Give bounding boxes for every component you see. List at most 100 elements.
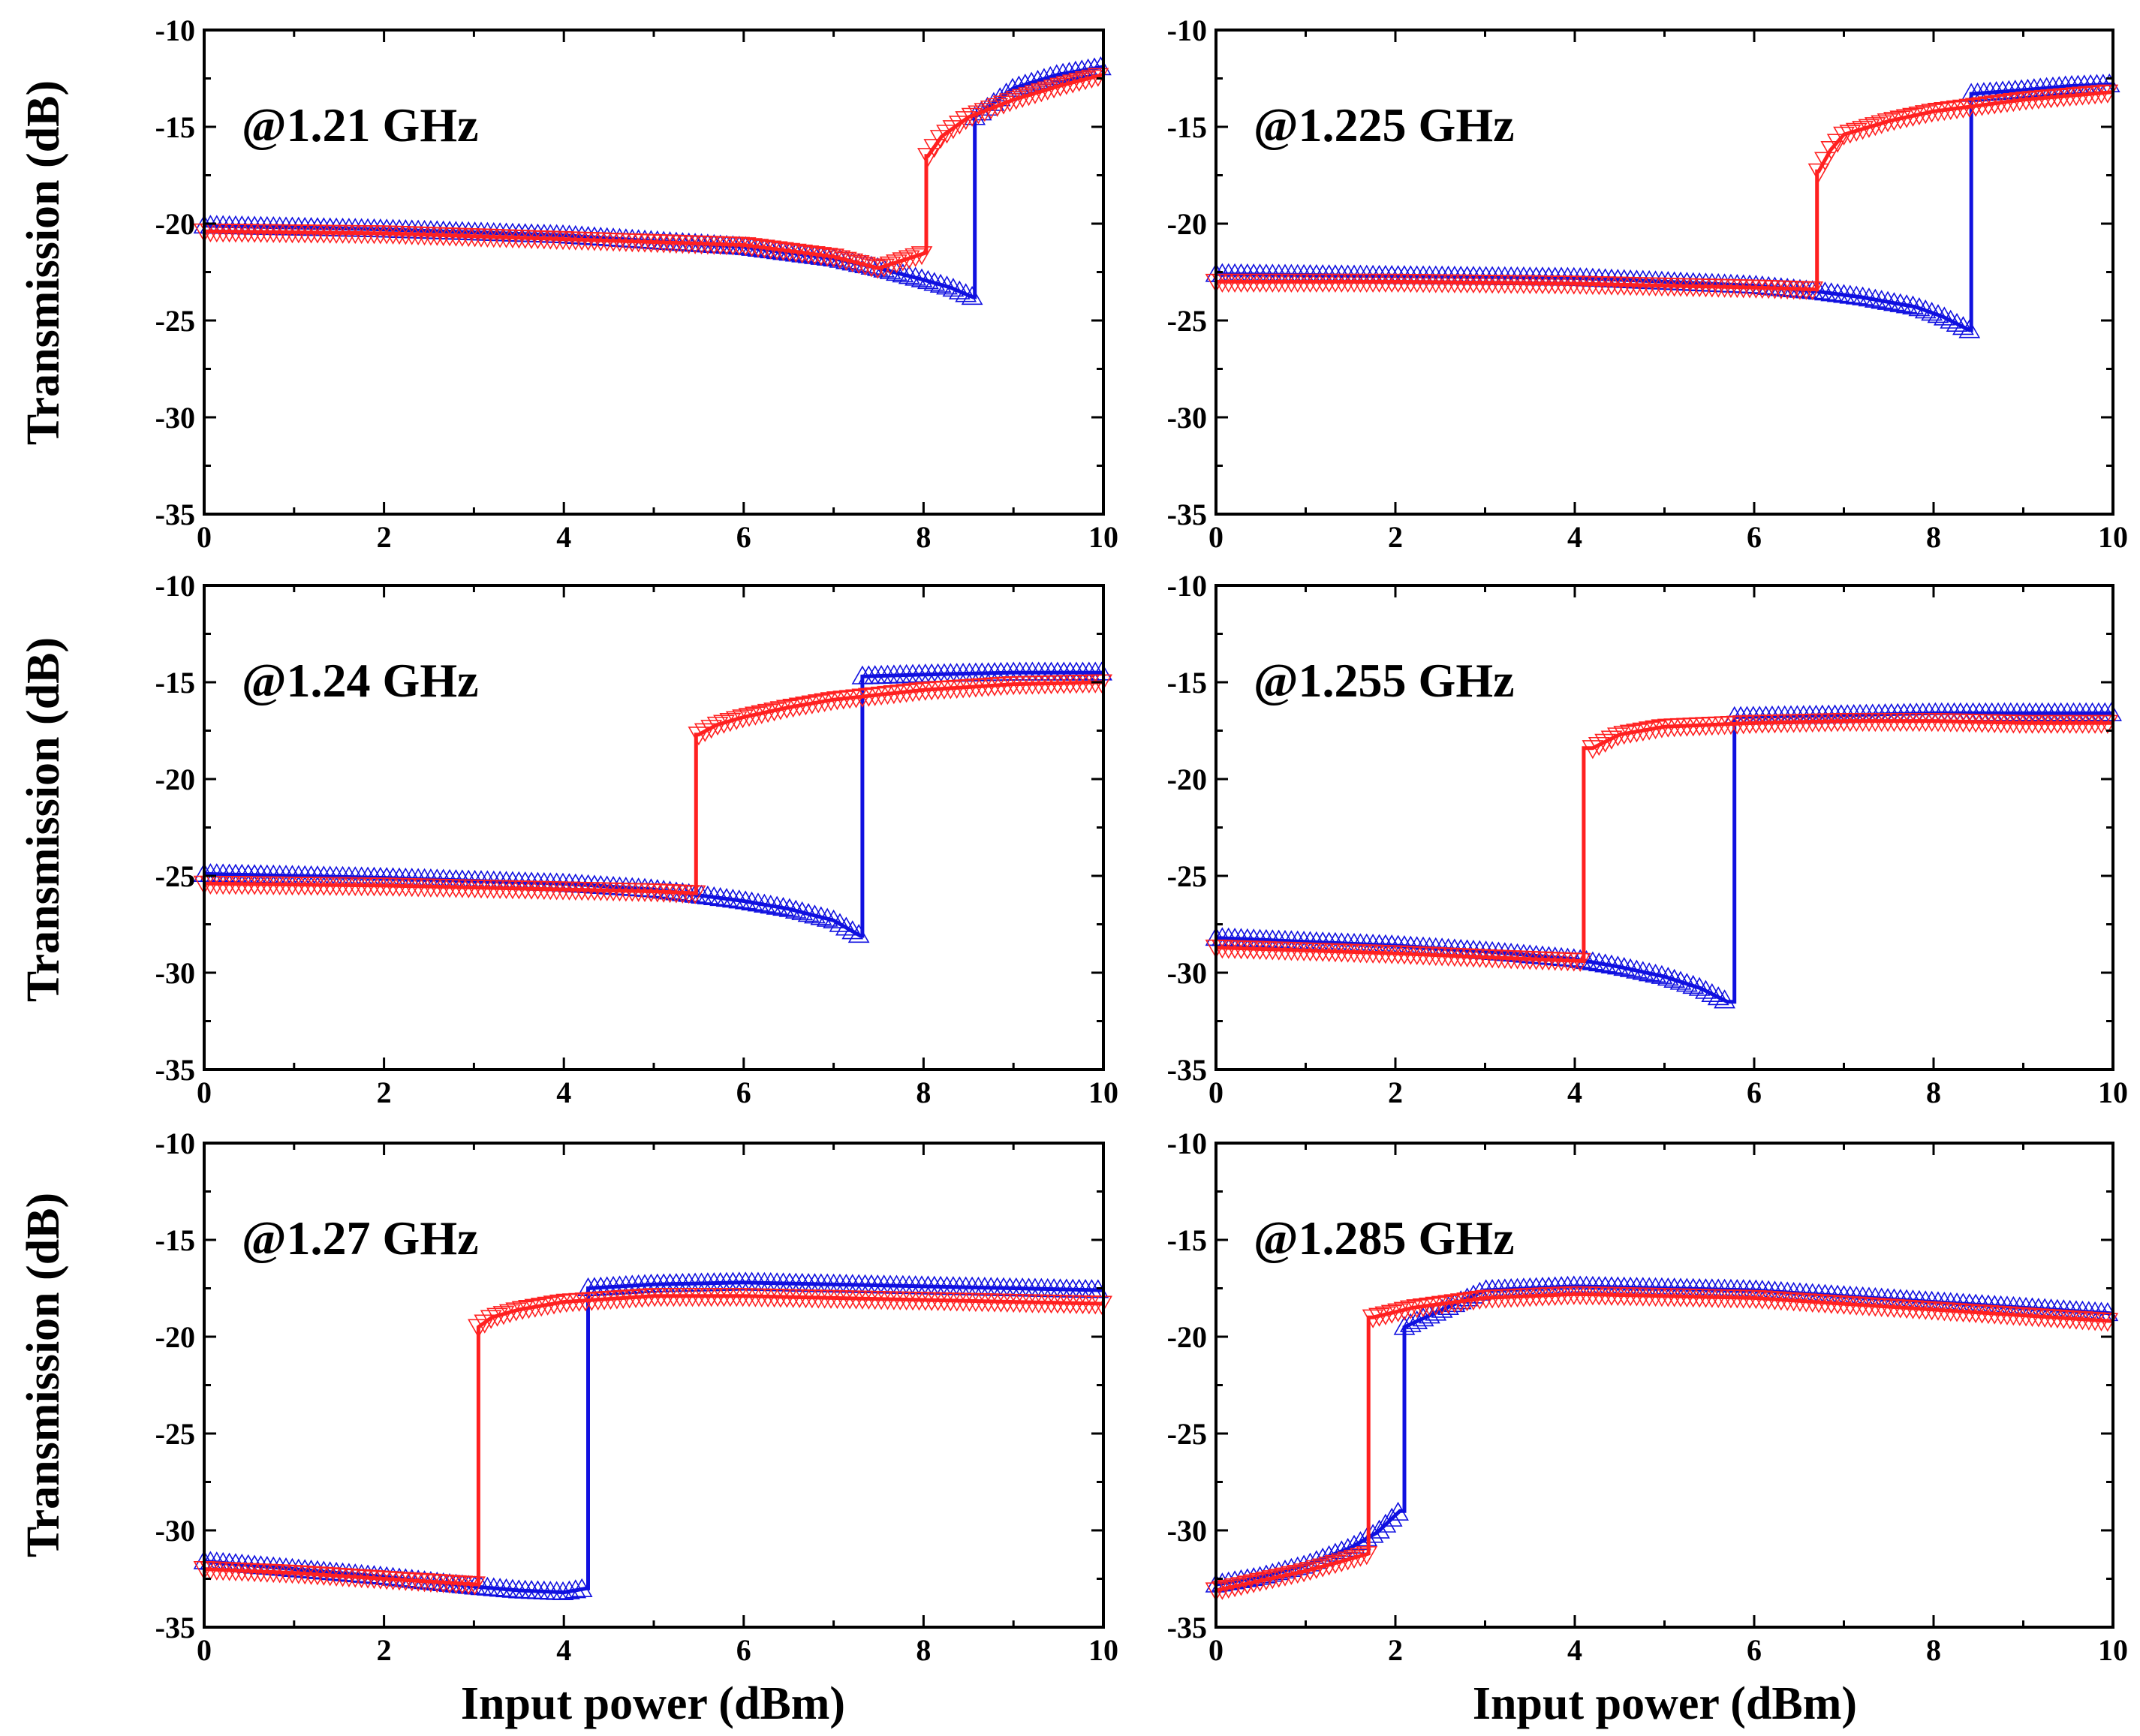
data-point	[901, 683, 924, 703]
y-tick-label: -30	[1167, 401, 1207, 435]
series-decreasing	[193, 68, 1109, 279]
series-increasing	[193, 56, 1112, 305]
data-point	[719, 713, 742, 733]
data-point	[741, 238, 763, 257]
data-point	[1224, 1578, 1246, 1598]
data-point	[1864, 288, 1886, 308]
y-tick-label: -10	[155, 14, 195, 47]
x-tick-label: 4	[1567, 1633, 1582, 1667]
data-point	[877, 685, 898, 706]
data-point	[823, 909, 844, 928]
data-point	[864, 687, 886, 706]
data-point	[1374, 1306, 1397, 1325]
data-point	[1883, 112, 1905, 131]
data-point	[1688, 976, 1711, 996]
data-point	[722, 889, 744, 908]
data-point	[1070, 59, 1093, 79]
panel-2: 0 2 4 6 8 10 -10 -15 -20 -25 -30 -35 @1.225 GHz	[1167, 14, 2128, 554]
data-point	[826, 691, 848, 711]
data-point	[1902, 295, 1924, 314]
data-point	[1657, 967, 1679, 986]
data-point	[753, 239, 775, 259]
data-point	[486, 1307, 508, 1327]
data-point	[728, 889, 751, 909]
series-increasing	[1205, 702, 2122, 1009]
data-point	[883, 685, 905, 705]
data-point	[1287, 1564, 1309, 1584]
x-tick-label: 2	[377, 520, 392, 554]
data-point	[835, 251, 857, 271]
series-line	[203, 1294, 1104, 1587]
data-point	[791, 901, 814, 921]
x-tick-label: 8	[1926, 520, 1941, 554]
data-point	[904, 266, 926, 286]
data-point	[684, 885, 706, 904]
data-point	[942, 278, 965, 297]
data-point	[892, 263, 914, 283]
data-point	[791, 244, 814, 264]
data-point	[1594, 733, 1617, 753]
y-tick-label: -25	[1167, 304, 1207, 338]
data-point	[1399, 1300, 1422, 1319]
data-point	[1695, 979, 1717, 999]
data-point	[898, 265, 920, 284]
series-increasing	[193, 1271, 1109, 1601]
data-point	[847, 923, 870, 943]
data-point	[829, 913, 851, 932]
data-point	[1380, 1304, 1403, 1324]
data-point	[851, 688, 874, 708]
data-point	[841, 920, 864, 940]
data-point	[1958, 98, 1981, 118]
data-point	[1914, 299, 1937, 319]
data-point	[772, 897, 794, 916]
data-point	[2002, 93, 2024, 113]
data-point	[1613, 956, 1636, 976]
x-tick-label: 0	[197, 1633, 212, 1667]
data-point	[474, 1314, 496, 1334]
data-point	[1946, 312, 1968, 332]
data-point	[1933, 101, 1955, 122]
data-point	[1380, 1507, 1403, 1527]
x-tick-label: 6	[736, 520, 751, 554]
data-point	[1236, 1575, 1259, 1595]
data-point	[795, 697, 817, 716]
x-tick-label: 8	[916, 1076, 931, 1109]
y-tick-label: -15	[155, 666, 195, 700]
data-point	[814, 693, 835, 712]
y-tick-label: -15	[155, 110, 195, 144]
data-point	[1362, 1309, 1384, 1328]
data-point	[823, 248, 844, 268]
data-point	[464, 1576, 486, 1596]
y-tick-label: -30	[1167, 1514, 1207, 1548]
data-point	[1081, 69, 1103, 89]
data-point	[910, 246, 933, 266]
data-point	[886, 254, 907, 274]
data-point	[1852, 121, 1874, 140]
data-point	[1582, 740, 1604, 760]
panel-5: 0 2 4 6 8 10 -10 -15 -20 -25 -30 -35 @1.27 GHz	[155, 1127, 1118, 1667]
x-tick-label: 4	[556, 1076, 571, 1109]
data-point	[700, 720, 723, 739]
frequency-label: @1.27 GHz	[242, 1211, 479, 1265]
data-point	[1645, 963, 1666, 983]
data-point	[1061, 74, 1084, 94]
frequency-label: @1.24 GHz	[242, 654, 479, 707]
data-point	[766, 241, 788, 260]
y-tick-label: -15	[1167, 666, 1207, 700]
y-tick-label: -35	[155, 498, 195, 531]
x-tick-label: 2	[377, 1633, 392, 1667]
frequency-label: @1.285 GHz	[1254, 1211, 1515, 1265]
x-axis-title-right: Input power (dBm)	[1473, 1678, 1857, 1729]
series-increasing	[1205, 1275, 2119, 1593]
data-point	[1468, 1290, 1491, 1310]
data-point	[1606, 727, 1629, 747]
data-point	[1801, 281, 1824, 301]
data-point	[1037, 81, 1059, 101]
data-point	[564, 1579, 587, 1599]
data-point	[498, 1304, 521, 1323]
data-point	[829, 250, 851, 269]
data-point	[904, 248, 926, 267]
data-point	[797, 245, 820, 265]
y-axis-title-row-1: Transmission (dB)	[18, 80, 69, 445]
y-tick-label: -20	[1167, 207, 1207, 241]
